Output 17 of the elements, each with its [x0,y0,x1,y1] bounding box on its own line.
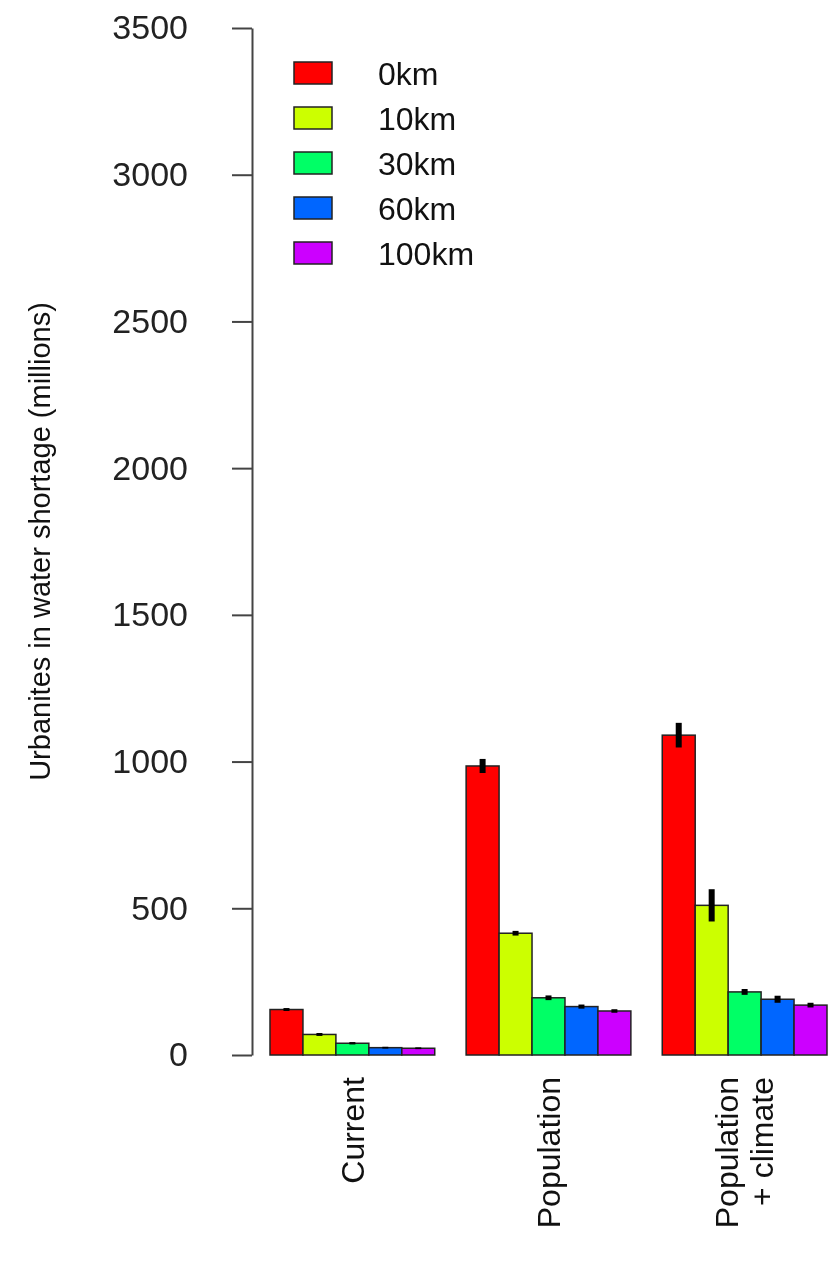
y-tick-label: 1500 [112,595,188,634]
x-tick-label: Population + climate [709,1077,781,1229]
y-tick-label: 2000 [112,448,188,487]
y-axis-title: Urbanites in water shortage (millions) [24,302,56,781]
y-tick-label: 500 [131,888,188,927]
legend-label: 0km [378,56,439,92]
legend-label: 60km [378,191,457,227]
x-tick-label: Population [530,1077,567,1229]
y-tick-label: 3500 [112,8,188,47]
y-tick-label: 3000 [112,155,188,194]
legend-label: 30km [378,146,457,182]
y-tick-label: 0 [169,1035,188,1074]
x-tick-label: Current [334,1076,371,1184]
legend-label: 100km [378,236,475,272]
y-tick-label: 2500 [112,301,188,340]
legend-label: 10km [378,101,457,137]
y-tick-label: 1000 [112,741,188,780]
